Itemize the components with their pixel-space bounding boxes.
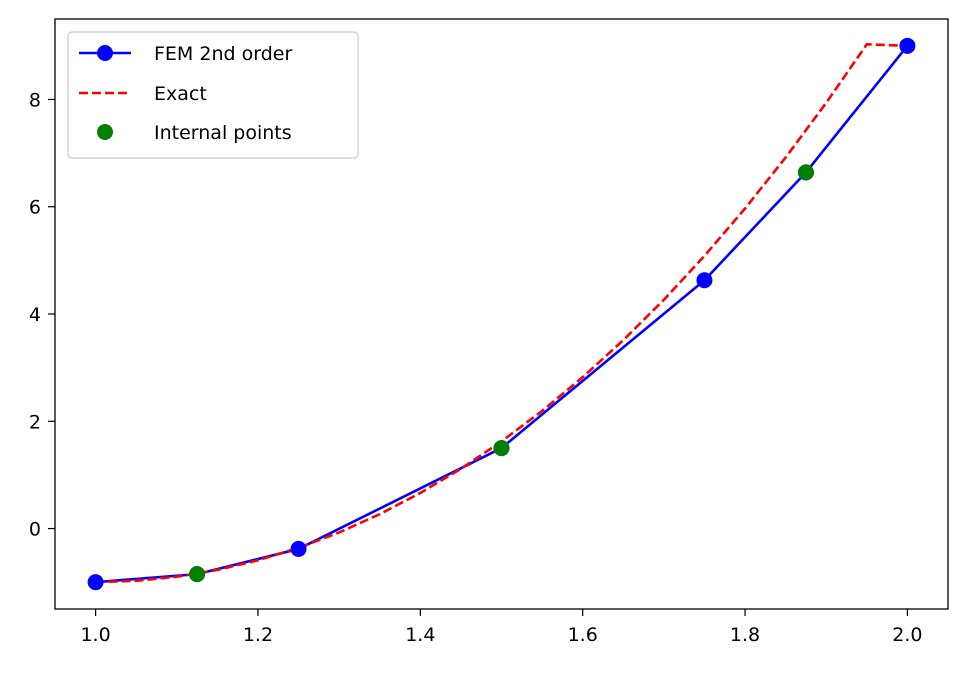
x-tick-label: 1.2 (243, 624, 273, 646)
axis-ticks: 1.0 1.2 1.4 1.6 1.8 2.0 0 2 4 6 8 (29, 89, 923, 646)
legend-label: Internal points (154, 122, 292, 144)
y-tick-label: 6 (29, 197, 41, 219)
x-tick-label: 2.0 (892, 624, 922, 646)
x-tick-label: 1.6 (568, 624, 598, 646)
y-tick-label: 8 (29, 89, 41, 111)
fem-point (87, 574, 104, 591)
internal-point (189, 566, 206, 583)
fem-point (290, 540, 307, 557)
legend-box (67, 31, 359, 159)
y-tick-label: 2 (29, 411, 41, 433)
y-tick-label: 0 (29, 519, 41, 541)
legend-label: FEM 2nd order (154, 43, 292, 65)
plot-area (87, 37, 916, 591)
legend-label: Exact (154, 83, 207, 105)
legend-handle-internal (97, 124, 113, 140)
x-tick-label: 1.8 (730, 624, 760, 646)
y-tick-label: 4 (29, 304, 41, 326)
x-tick-label: 1.0 (80, 624, 110, 646)
internal-point (797, 164, 814, 181)
legend: FEM 2nd order Exact Internal points (67, 31, 359, 159)
fem-point (696, 272, 713, 289)
legend-handle-fem-marker (97, 45, 113, 61)
fem-point (899, 37, 916, 54)
x-tick-label: 1.4 (405, 624, 435, 646)
internal-point (493, 440, 510, 457)
